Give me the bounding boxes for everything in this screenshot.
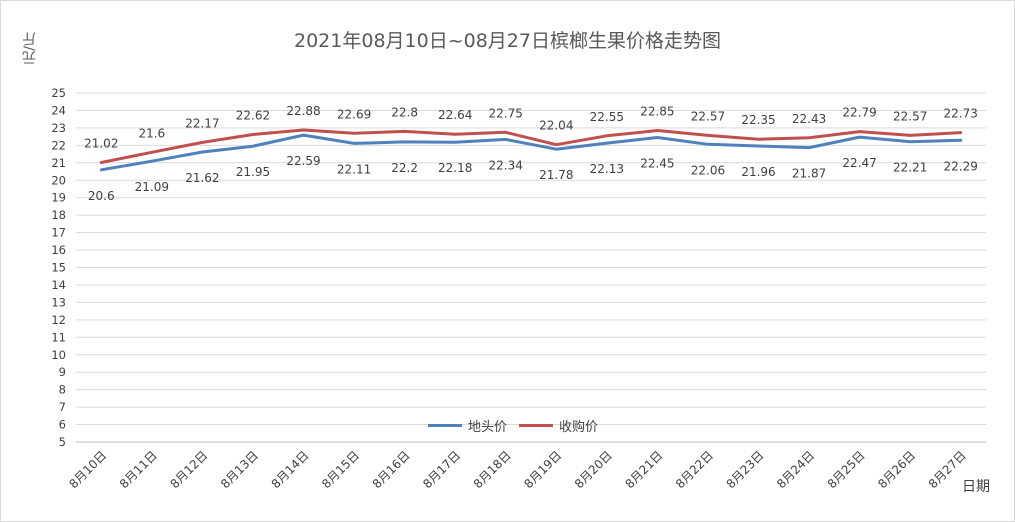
series-line-1 [99,133,963,172]
x-tick-label: 8月12日 [167,448,210,491]
y-tick-label: 10 [51,348,66,362]
data-label-series-2: 22.17 [185,116,219,130]
data-label-series-1: 22.18 [438,161,472,175]
data-label-series-1: 21.87 [792,167,826,181]
data-label-series-1: 21.96 [741,165,775,179]
y-tick-label: 13 [51,295,66,309]
y-tick-label: 11 [51,330,66,344]
data-label-series-2: 22.69 [337,107,371,121]
data-label-series-1: 21.09 [135,180,169,194]
x-tick-label: 8月24日 [774,448,817,491]
y-tick-label: 5 [59,435,66,449]
y-tick-label: 20 [51,173,66,187]
data-label-series-1: 22.21 [893,161,927,175]
data-label-series-2: 21.6 [138,126,165,140]
data-label-series-2: 22.55 [590,110,624,124]
y-tick-label: 12 [51,313,66,327]
data-label-series-2: 22.79 [842,106,876,120]
x-tick-label: 8月19日 [521,448,564,491]
data-label-series-2: 22.04 [539,119,573,133]
data-label-series-2: 22.75 [489,106,523,120]
x-tick-label: 8月23日 [724,448,767,491]
x-tick-label: 8月22日 [673,448,716,491]
y-tick-label: 23 [51,121,66,135]
y-tick-label: 18 [51,208,66,222]
y-tick-label: 17 [51,226,66,240]
data-label-series-2: 22.43 [792,112,826,126]
data-label-series-1: 22.06 [691,163,725,177]
data-label-series-1: 22.2 [391,161,418,175]
series-line-2 [99,128,963,164]
y-tick-label: 21 [51,156,66,170]
data-label-series-2: 22.57 [893,109,927,123]
x-tick-label: 8月17日 [420,448,463,491]
data-label-series-1: 22.45 [640,156,674,170]
legend-label-series-2: 收购价 [559,420,599,435]
x-tick-label: 8月15日 [319,448,362,491]
x-tick-label: 8月16日 [370,448,413,491]
x-tick-label: 8月14日 [269,448,312,491]
data-label-series-1: 22.34 [489,158,523,172]
data-label-series-1: 21.78 [539,168,573,182]
legend-item-series-2: 收购价 [519,416,598,435]
y-tick-label: 9 [59,365,66,379]
x-tick-label: 8月18日 [471,448,514,491]
y-tick-label: 8 [59,383,66,397]
data-label-series-1: 22.47 [842,156,876,170]
data-label-series-2: 22.85 [640,105,674,119]
x-tick-label: 8月13日 [218,448,261,491]
x-tick-label: 8月11日 [117,448,160,491]
legend-item-series-1: 地头价 [428,416,507,435]
x-tick-label: 8月27日 [926,448,969,491]
data-label-series-1: 22.11 [337,162,371,176]
x-tick-label: 8月26日 [875,448,918,491]
data-label-series-2: 22.64 [438,108,472,122]
y-tick-label: 7 [59,400,66,414]
y-tick-label: 24 [51,103,66,117]
x-tick-label: 8月25日 [825,448,868,491]
data-label-series-2: 22.73 [944,107,978,121]
y-tick-label: 14 [51,278,66,292]
data-label-series-2: 22.88 [286,104,320,118]
data-label-series-1: 22.29 [944,159,978,173]
legend-swatch-series-1 [428,424,462,427]
y-tick-label: 22 [51,138,66,152]
data-label-series-2: 22.35 [741,113,775,127]
y-tick-label: 6 [59,418,66,432]
y-tick-label: 19 [51,191,66,205]
x-tick-label: 8月20日 [572,448,615,491]
data-label-series-2: 22.57 [691,109,725,123]
legend-label-series-1: 地头价 [468,420,508,435]
y-tick-label: 16 [51,243,66,257]
data-label-series-1: 20.6 [88,189,115,203]
data-label-series-2: 22.62 [236,109,270,123]
data-label-series-1: 21.62 [185,171,219,185]
x-tick-label: 8月10日 [66,448,109,491]
data-label-series-2: 21.02 [84,136,118,150]
y-tick-label: 25 [51,86,66,100]
x-axis-label: 日期 [962,479,990,495]
legend-swatch-series-2 [519,424,554,427]
data-label-series-1: 22.13 [590,162,624,176]
data-label-series-2: 22.8 [391,105,418,119]
chart-title: 2021年08月10日~08月27日槟榔生果价格走势图 [294,30,721,52]
y-tick-label: 15 [51,261,66,275]
data-label-series-1: 22.59 [286,154,320,168]
legend: 地头价 收购价 [428,416,598,435]
data-label-series-1: 21.95 [236,165,270,179]
x-tick-label: 8月21日 [622,448,665,491]
